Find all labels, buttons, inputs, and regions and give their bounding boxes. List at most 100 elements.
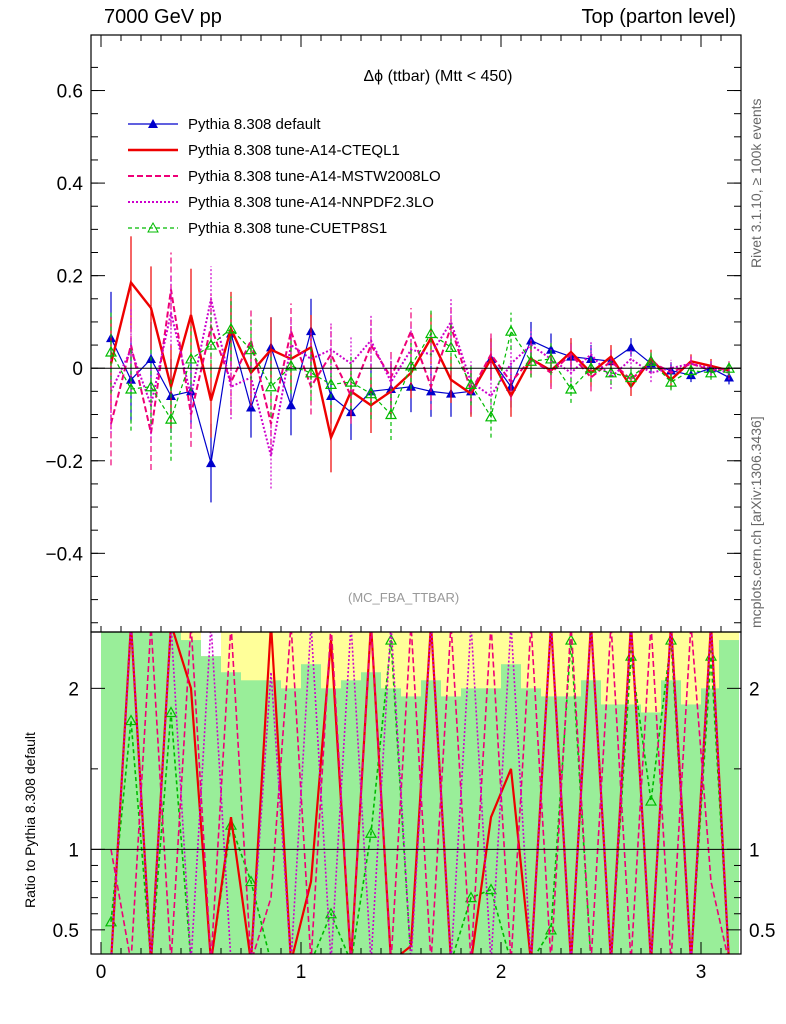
x-tick-label: 0 [96, 962, 107, 983]
series-line [110, 298, 730, 457]
ratio-band-green [101, 632, 121, 954]
ratio-data-point [164, 706, 178, 718]
ratio-tick-label-left: 2 [68, 679, 79, 700]
ratio-data-point [464, 891, 478, 903]
legend-label: Pythia 8.308 default [188, 116, 321, 133]
ratio-curves [104, 632, 734, 966]
y-tick-label: 0.2 [57, 267, 83, 288]
ratio-band-green [341, 680, 361, 954]
ratio-band-green [521, 688, 541, 954]
ratio-band-green [621, 704, 641, 954]
data-point [524, 355, 538, 366]
ratio-band-green [161, 632, 181, 954]
ratio-frame [90, 631, 742, 955]
legend-label: Pythia 8.308 tune-CUETP8S1 [188, 220, 387, 237]
ratio-data-point [346, 957, 356, 966]
ratio-tick-label-right: 0.5 [749, 921, 775, 942]
data-point [324, 378, 338, 390]
ratio-data-point [426, 957, 436, 966]
data-point [544, 352, 558, 364]
ratio-data-point [606, 957, 616, 966]
ratio-data-point [266, 957, 276, 966]
data-point [344, 375, 358, 387]
data-point [304, 366, 318, 378]
y-tick-label: −0.4 [45, 544, 83, 565]
data-point [204, 338, 218, 350]
data-point [144, 380, 158, 392]
ratio-data-point [506, 957, 516, 966]
series-line [110, 328, 730, 421]
ratio-band-green [581, 680, 601, 954]
data-point [704, 366, 718, 378]
data-point [424, 327, 438, 339]
analysis-label: (MC_FBA_TTBAR) [348, 590, 460, 605]
y-tick-label: 0.4 [57, 174, 84, 195]
legend-label: Pythia 8.308 tune-A14-MSTW2008LO [188, 168, 441, 185]
data-point [722, 361, 736, 373]
data-point [444, 341, 458, 352]
ratio-data-point [586, 957, 596, 966]
data-point [464, 378, 478, 390]
data-point [384, 408, 398, 420]
data-point [624, 371, 638, 383]
ratio-data-point [446, 957, 456, 966]
plot-title-text: Δϕ (ttbar) (Mtt < 450) [363, 68, 513, 85]
ratio-tick-label-left: 0.5 [53, 921, 79, 942]
ratio-band-green [501, 664, 521, 954]
x-tick-label: 1 [296, 962, 307, 983]
y-tick-label: −0.2 [45, 452, 83, 473]
ratio-data-point [146, 957, 156, 966]
ratio-data-point [686, 957, 696, 966]
data-point [244, 343, 258, 355]
data-point [664, 375, 678, 387]
ratio-data-point [224, 818, 238, 830]
data-point [684, 364, 698, 376]
x-tick-label: 3 [696, 962, 707, 983]
y-tick-label: 0.6 [57, 82, 83, 103]
data-point [404, 359, 418, 371]
data-point [364, 387, 378, 399]
data-point [184, 352, 198, 364]
main-curves [104, 236, 736, 503]
ratio-tick-label-right: 2 [749, 679, 760, 700]
ratio-data-point [564, 633, 578, 645]
ratio-data-point [644, 794, 658, 806]
ratio-series-line [110, 632, 729, 954]
data-point [164, 412, 178, 424]
ratio-data-point [244, 875, 258, 887]
data-point [104, 345, 118, 357]
ratio-band-green [361, 672, 381, 954]
data-point [604, 366, 618, 378]
ratio-data-point [484, 883, 498, 895]
ratio-data-point [364, 827, 378, 838]
x-tick-label: 2 [496, 962, 507, 983]
legend-label: Pythia 8.308 tune-A14-NNPDF2.3LO [188, 194, 434, 211]
legend-marker [148, 119, 158, 128]
series-line [110, 289, 730, 434]
y-tick-label: 0 [72, 359, 83, 380]
ratio-band-green [281, 688, 301, 954]
ratio-tick-label-right: 1 [749, 840, 760, 861]
data-point [626, 342, 636, 352]
data-point [206, 458, 216, 468]
data-point [284, 359, 298, 371]
ratio-data-point [724, 957, 734, 966]
legend-label: Pythia 8.308 tune-A14-CTEQL1 [188, 142, 400, 159]
process-label: Top (parton level) [581, 6, 736, 28]
ratio-data-point [124, 714, 138, 726]
data-point [264, 380, 278, 392]
ratio-data-point [384, 633, 398, 645]
data-point [584, 361, 598, 373]
legend: Pythia 8.308 default Pythia 8.308 tune-A1… [128, 116, 441, 237]
legend-marker [147, 221, 159, 233]
data-point [504, 324, 518, 336]
ratio-band-green [141, 632, 161, 954]
ratio-band-green [381, 688, 401, 954]
ratio-data-point [206, 957, 216, 966]
ratio-band-green [701, 688, 721, 954]
ratio-data-point [286, 957, 296, 966]
data-point [286, 400, 296, 410]
data-point [564, 382, 578, 394]
ratio-data-point [306, 957, 316, 966]
ratio-band-green [661, 680, 681, 954]
